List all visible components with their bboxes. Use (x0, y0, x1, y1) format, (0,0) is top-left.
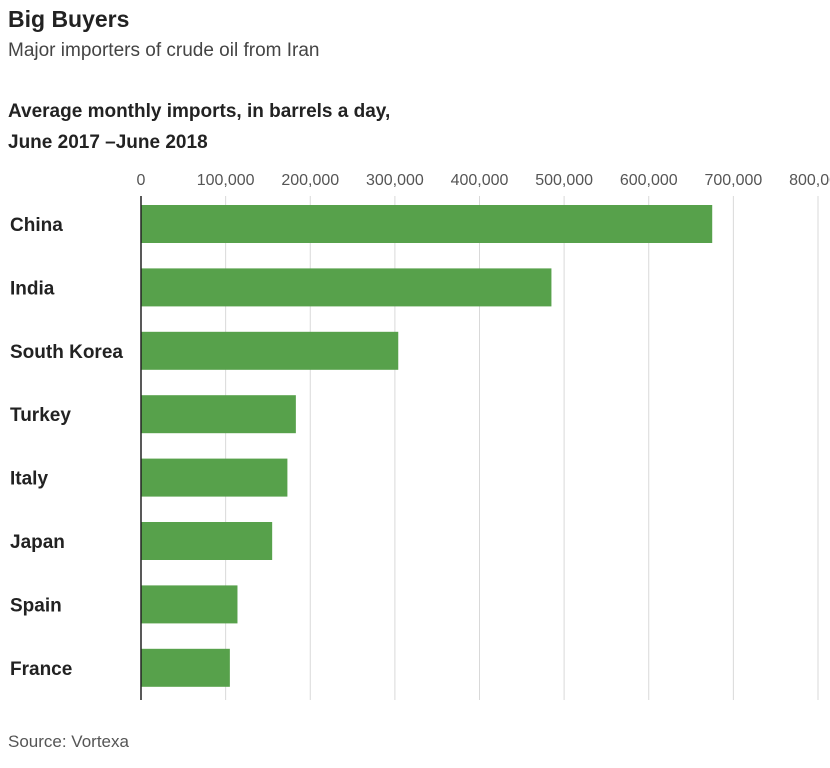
chart-heading-line-2: June 2017 –June 2018 (8, 132, 208, 153)
category-label: China (10, 215, 63, 236)
x-tick-label: 200,000 (281, 172, 339, 189)
bars (141, 205, 713, 687)
category-label: South Korea (10, 342, 123, 363)
chart-heading: Average monthly imports, in barrels a da… (8, 96, 608, 158)
category-label: Spain (10, 595, 62, 616)
bar-spain (141, 585, 238, 624)
category-label: Japan (10, 532, 65, 553)
category-label: Turkey (10, 405, 71, 426)
chart-heading-line-1: Average monthly imports, in barrels a da… (8, 101, 391, 122)
chart-subtitle: Major importers of crude oil from Iran (8, 40, 320, 61)
x-tick-label: 800,000 (789, 172, 830, 189)
bar-japan (141, 522, 273, 560)
bar-italy (141, 458, 288, 497)
bar-south-korea (141, 331, 399, 370)
category-label: Italy (10, 469, 48, 490)
x-axis-tick-labels: 0 100,000 200,000 300,000 400,000 500,000 600,… (137, 172, 830, 189)
x-tick-label: 700,000 (704, 172, 762, 189)
category-label: France (10, 659, 72, 680)
bar-france (141, 648, 230, 687)
x-tick-label: 600,000 (620, 172, 678, 189)
x-tick-label: 300,000 (366, 172, 424, 189)
x-tick-label: 400,000 (451, 172, 509, 189)
category-label: India (10, 278, 55, 299)
bar-turkey (141, 395, 296, 434)
bar-india (141, 268, 552, 307)
chart-title: Big Buyers (8, 6, 130, 32)
x-tick-label: 500,000 (535, 172, 593, 189)
category-labels: China India South Korea Turkey Italy Japan Spa… (10, 215, 123, 680)
bar-china (141, 205, 713, 243)
source-note: Source: Vortexa (8, 732, 129, 751)
x-tick-label: 0 (137, 172, 146, 189)
x-tick-label: 100,000 (197, 172, 255, 189)
